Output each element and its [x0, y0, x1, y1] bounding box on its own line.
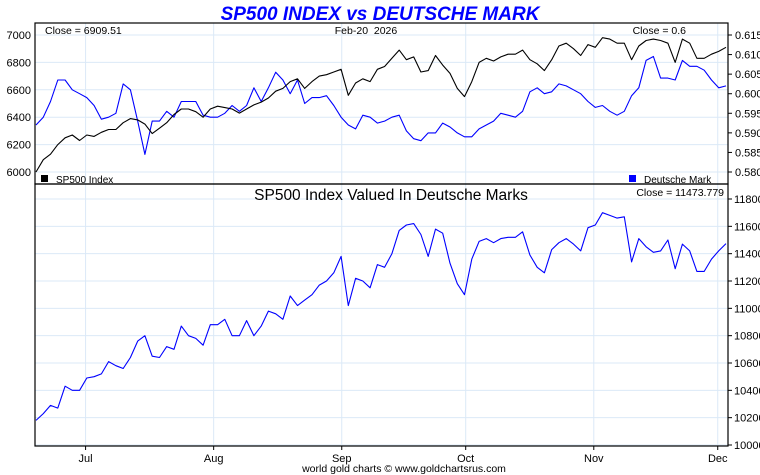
right-axis-tick-label: 0.595: [735, 108, 760, 120]
dm-close-label: Close = 0.6: [633, 25, 687, 37]
right-axis-tick-label: 0.610: [735, 50, 760, 62]
bottom-right-axis-tick-label: 11800: [734, 194, 760, 206]
left-axis-tick-label: 6000: [7, 167, 31, 179]
sp500-index-line: [35, 37, 727, 173]
bottom-panel-frame: [34, 183, 729, 447]
right-axis-tick-label: 0.585: [735, 147, 760, 159]
bottom-right-axis-tick-label: 10400: [734, 385, 760, 397]
left-axis-tick-label: 6600: [7, 85, 31, 97]
bottom-right-axis-tick-label: 11200: [734, 276, 760, 288]
bottom-right-axis-tick-label: 10800: [734, 331, 760, 343]
bottom-right-axis-tick-label: 11000: [734, 303, 760, 315]
x-tick-label: Nov: [584, 453, 604, 465]
x-tick-label: Dec: [708, 453, 728, 465]
bottom-right-axis-tick-label: 10000: [734, 440, 760, 452]
top-panel-frame: [34, 22, 729, 185]
legend-sp500-swatch: [41, 175, 48, 182]
chart-title: SP500 INDEX vs DEUTSCHE MARK: [221, 4, 541, 25]
top-panel-grid: [35, 23, 728, 184]
x-tick-label: Oct: [457, 453, 474, 465]
bottom-right-axis-tick-label: 10600: [734, 358, 760, 370]
right-axis-tick-label: 0.605: [735, 69, 760, 81]
legend-sp500-label: SP500 Index: [56, 175, 113, 186]
bottom-panel-grid: [35, 184, 728, 446]
footer-credit: world gold charts © www.goldchartsrus.co…: [301, 463, 506, 475]
left-axis-tick-label: 6800: [7, 57, 31, 69]
left-axis-tick-label: 7000: [7, 30, 31, 42]
bottom-right-axis-tick-label: 11400: [734, 249, 760, 261]
sp500-close-label: Close = 6909.51: [45, 25, 122, 37]
right-axis-tick-label: 0.600: [735, 89, 760, 101]
x-tick-label: Jul: [79, 453, 93, 465]
legend-dm-swatch: [629, 175, 636, 182]
date-label: Feb-20 2026: [335, 25, 398, 37]
left-axis-tick-label: 6400: [7, 112, 31, 124]
legend-dm-label: Deutsche Mark: [644, 175, 712, 186]
series-lines: [35, 37, 727, 421]
right-axis-tick-label: 0.580: [735, 167, 760, 179]
right-axis-tick-label: 0.615: [735, 30, 760, 42]
bottom-panel-title: SP500 Index Valued In Deutsche Marks: [254, 187, 528, 204]
x-tick-label: Aug: [204, 453, 224, 465]
bottom-right-axis-tick-label: 10200: [734, 413, 760, 425]
sp500-in-dm-line: [35, 212, 727, 421]
bottom-right-axis-tick-label: 11600: [734, 221, 760, 233]
x-tick-label: Sep: [332, 453, 352, 465]
left-axis-tick-label: 6200: [7, 140, 31, 152]
ratio-close-label: Close = 11473.779: [636, 187, 724, 199]
axis-ticks: JulAugSepOctNovDecJanFeb7000680066006400…: [7, 30, 760, 465]
right-axis-tick-label: 0.590: [735, 128, 760, 140]
deutsche-mark-line: [35, 55, 727, 155]
